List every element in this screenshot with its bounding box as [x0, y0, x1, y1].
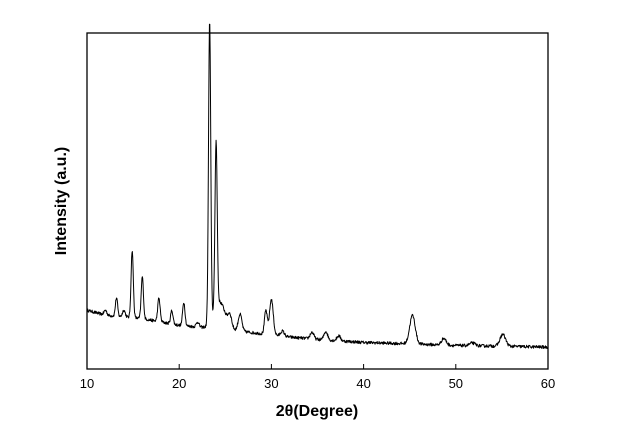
x-tick-label-20: 20 — [172, 376, 186, 391]
x-tick-label-40: 40 — [356, 376, 370, 391]
x-axis-ticks — [86, 364, 549, 369]
y-axis-title: Intensity (a.u.) — [53, 147, 70, 255]
x-tick-label-30: 30 — [264, 376, 278, 391]
x-axis-tick-labels: 10 20 30 40 50 60 — [80, 376, 555, 391]
series-line — [86, 23, 549, 349]
plot-frame — [86, 32, 549, 370]
x-tick-label-10: 10 — [80, 376, 94, 391]
x-tick-label-60: 60 — [541, 376, 555, 391]
x-axis-title: 2θ(Degree) — [276, 403, 358, 420]
x-tick-label-50: 50 — [449, 376, 463, 391]
